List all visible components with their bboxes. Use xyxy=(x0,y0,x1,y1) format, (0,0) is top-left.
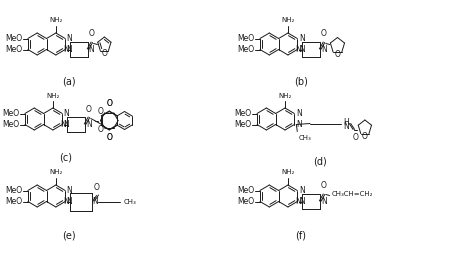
Text: NH₂: NH₂ xyxy=(49,170,63,176)
Text: O: O xyxy=(106,133,112,141)
Text: N: N xyxy=(295,45,301,54)
Text: MeO: MeO xyxy=(5,34,22,43)
Text: N: N xyxy=(296,120,301,129)
Text: MeO: MeO xyxy=(237,45,254,54)
Text: N: N xyxy=(89,45,94,54)
Text: O: O xyxy=(106,133,112,142)
Text: N: N xyxy=(321,45,327,54)
Text: H: H xyxy=(343,118,349,127)
Text: O: O xyxy=(101,49,107,58)
Text: N: N xyxy=(67,34,73,43)
Text: MeO: MeO xyxy=(237,197,254,206)
Text: CH₃CH=CH₂: CH₃CH=CH₂ xyxy=(332,190,373,196)
Text: N: N xyxy=(64,45,69,54)
Text: NH₂: NH₂ xyxy=(278,93,292,98)
Text: N: N xyxy=(67,45,73,54)
Text: O: O xyxy=(98,125,104,134)
Text: (c): (c) xyxy=(59,152,72,162)
Text: N: N xyxy=(92,197,99,206)
Text: (b): (b) xyxy=(294,77,308,87)
Text: O: O xyxy=(98,107,104,116)
Text: O: O xyxy=(106,99,112,109)
Text: N: N xyxy=(64,120,70,129)
Text: MeO: MeO xyxy=(5,197,22,206)
Text: CH₃: CH₃ xyxy=(124,198,137,204)
Text: CH₃: CH₃ xyxy=(298,135,311,141)
Text: N: N xyxy=(64,197,69,206)
Text: NH₂: NH₂ xyxy=(281,170,295,176)
Text: (d): (d) xyxy=(313,156,327,166)
Text: (e): (e) xyxy=(62,231,75,241)
Text: O: O xyxy=(89,30,95,39)
Text: N: N xyxy=(321,197,327,206)
Text: O: O xyxy=(86,104,91,113)
Text: NH₂: NH₂ xyxy=(281,18,295,24)
Text: N: N xyxy=(67,197,73,206)
Text: MeO: MeO xyxy=(237,186,254,195)
Text: O: O xyxy=(321,30,327,39)
Text: N: N xyxy=(86,120,91,129)
Text: O: O xyxy=(352,133,358,141)
Text: N: N xyxy=(296,109,301,118)
Text: O: O xyxy=(321,181,327,190)
Text: N: N xyxy=(299,197,304,206)
Text: MeO: MeO xyxy=(2,120,19,129)
Text: MeO: MeO xyxy=(234,109,251,118)
Text: O: O xyxy=(106,99,112,108)
Text: N: N xyxy=(60,120,66,129)
Text: O: O xyxy=(362,132,368,141)
Text: NH₂: NH₂ xyxy=(46,93,60,98)
Text: N: N xyxy=(64,109,70,118)
Text: MeO: MeO xyxy=(237,34,254,43)
Text: MeO: MeO xyxy=(2,109,19,118)
Text: N: N xyxy=(299,34,304,43)
Text: (a): (a) xyxy=(62,77,75,87)
Text: N: N xyxy=(299,186,304,195)
Text: N: N xyxy=(295,197,301,206)
Text: NH₂: NH₂ xyxy=(49,18,63,24)
Text: N: N xyxy=(67,186,73,195)
Text: O: O xyxy=(335,50,340,59)
Text: N: N xyxy=(299,45,304,54)
Text: (f): (f) xyxy=(295,231,306,241)
Text: N: N xyxy=(343,122,349,131)
Text: MeO: MeO xyxy=(5,186,22,195)
Text: MeO: MeO xyxy=(5,45,22,54)
Text: MeO: MeO xyxy=(234,120,251,129)
Text: O: O xyxy=(93,182,100,192)
